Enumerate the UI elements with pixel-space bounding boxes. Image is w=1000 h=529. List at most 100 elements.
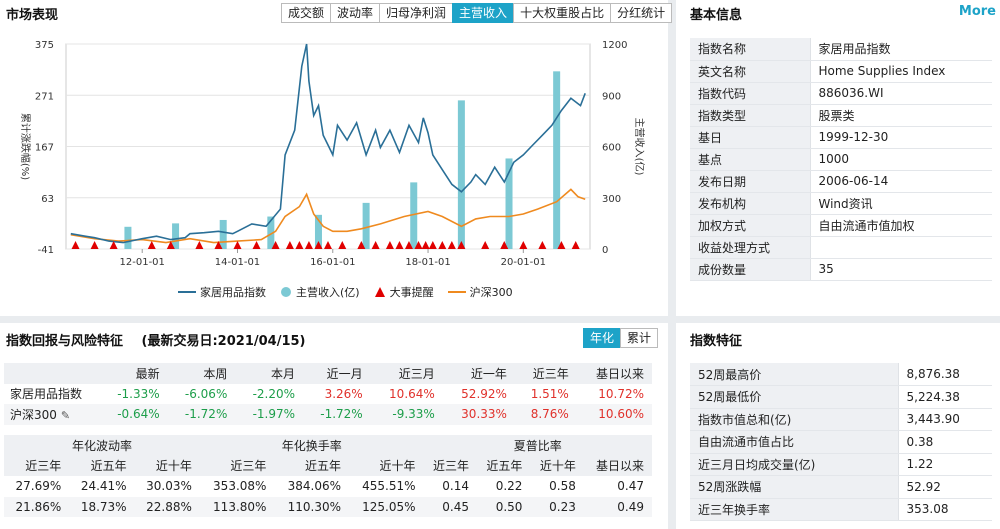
basic-info-panel: 基本信息 More 指数名称 家居用品指数 英文名称 Home Supplies In…: [676, 0, 1000, 316]
event-marker[interactable]: [109, 241, 118, 249]
info-value: 886036.WI: [810, 82, 992, 105]
risk-group-row: 年化波动率 年化换手率 夏普比率: [4, 435, 652, 456]
tab-dividend[interactable]: 分红统计: [610, 3, 673, 23]
event-marker[interactable]: [285, 241, 294, 249]
event-marker[interactable]: [385, 241, 394, 249]
risk-value: 0.50: [476, 496, 531, 517]
edit-icon[interactable]: ✎: [60, 408, 71, 422]
tab-volatility[interactable]: 波动率: [330, 3, 381, 23]
features-table: 52周最高价 8,876.38 52周最低价 5,224.38 指数市值总和(亿) 3,4…: [690, 363, 992, 521]
revenue-bar[interactable]: [457, 100, 465, 249]
event-marker[interactable]: [457, 241, 466, 249]
info-value: 2006-06-14: [810, 170, 992, 193]
y-right-tick: 1200: [602, 40, 627, 51]
risk-value: 0.23: [530, 496, 584, 517]
info-row: 成份数量 35: [690, 258, 992, 281]
y-left-tick: -41: [38, 245, 54, 256]
event-marker[interactable]: [557, 241, 566, 249]
event-marker[interactable]: [438, 241, 447, 249]
revenue-bar[interactable]: [267, 216, 275, 249]
event-marker[interactable]: [421, 241, 430, 249]
info-key: 加权方式: [690, 214, 811, 237]
index-line: [70, 43, 586, 244]
feature-row: 近三月日均成交量(亿) 1.22: [690, 453, 992, 476]
risk-value: 22.88%: [134, 496, 200, 517]
revenue-bar[interactable]: [553, 71, 561, 249]
info-key: 指数代码: [690, 82, 811, 105]
feature-row: 52周涨跌幅 52.92: [690, 475, 992, 499]
revenue-bar[interactable]: [314, 214, 322, 249]
returns-value: 3.26%: [324, 386, 363, 401]
feature-value: 5,224.38: [898, 385, 992, 409]
tab-annualized[interactable]: 年化: [583, 328, 622, 348]
returns-row: 家居用品指数 -1.33% -6.06% -2.20% 3.26% 10.64% 52.92…: [4, 384, 652, 405]
event-marker[interactable]: [252, 241, 261, 249]
x-tick: 16-01-01: [310, 257, 355, 268]
event-marker[interactable]: [214, 241, 223, 249]
legend-index[interactable]: 家居用品指数: [178, 284, 266, 300]
tab-cumulative[interactable]: 累计: [620, 328, 659, 348]
event-marker[interactable]: [195, 241, 204, 249]
tab-top10-weight[interactable]: 十大权重股占比: [513, 3, 612, 23]
info-row: 指数代码 886036.WI: [690, 82, 992, 105]
event-marker[interactable]: [271, 241, 280, 249]
tab-revenue[interactable]: 主营收入: [452, 3, 515, 23]
returns-value: -1.72%: [167, 404, 236, 425]
event-marker[interactable]: [500, 241, 509, 249]
revenue-bar[interactable]: [124, 226, 132, 249]
basic-info-table: 指数名称 家居用品指数 英文名称 Home Supplies Index 指数代码 886…: [690, 38, 992, 281]
event-marker[interactable]: [519, 241, 528, 249]
event-marker[interactable]: [233, 241, 242, 249]
event-marker[interactable]: [447, 241, 456, 249]
event-marker[interactable]: [371, 241, 380, 249]
info-value: 1999-12-30: [810, 126, 992, 149]
returns-header: 本月: [235, 363, 304, 384]
event-marker[interactable]: [481, 241, 490, 249]
returns-title: 指数回报与风险特征 (最新交易日:2021/04/15): [6, 330, 306, 349]
trade-date: (最新交易日:2021/04/15): [141, 334, 306, 349]
legend-revenue[interactable]: 主营收入(亿): [280, 284, 360, 300]
legend-events[interactable]: 大事提醒: [374, 284, 434, 300]
event-marker[interactable]: [90, 241, 99, 249]
revenue-bar[interactable]: [362, 202, 370, 249]
more-link[interactable]: More: [958, 4, 996, 19]
risk-value: 0.14: [442, 479, 469, 494]
event-marker[interactable]: [166, 241, 175, 249]
event-marker[interactable]: [324, 241, 332, 249]
event-marker[interactable]: [428, 241, 437, 249]
feature-key: 近三年换手率: [690, 498, 899, 521]
revenue-bar[interactable]: [410, 182, 418, 249]
event-marker[interactable]: [404, 241, 413, 249]
event-marker[interactable]: [571, 241, 580, 249]
y-left-tick: 375: [35, 40, 54, 51]
legend-hs300[interactable]: 沪深300: [447, 284, 513, 300]
risk-group-header: 年化换手率: [199, 435, 424, 456]
returns-value: 8.76%: [514, 404, 577, 425]
event-marker[interactable]: [147, 241, 156, 249]
feature-key: 52周最高价: [690, 363, 899, 386]
event-marker[interactable]: [295, 241, 304, 249]
event-marker[interactable]: [314, 241, 323, 249]
event-marker[interactable]: [304, 241, 313, 249]
event-marker[interactable]: [357, 241, 366, 249]
revenue-bar[interactable]: [172, 223, 180, 249]
revenue-bar[interactable]: [505, 158, 513, 249]
event-marker[interactable]: [395, 241, 404, 249]
hs300-line: [70, 188, 586, 244]
tab-turnover[interactable]: 成交额: [281, 3, 332, 23]
tab-net-profit[interactable]: 归母净利润: [379, 3, 454, 23]
info-value: 35: [810, 258, 992, 281]
returns-value: -0.64%: [100, 404, 168, 425]
event-marker[interactable]: [538, 241, 547, 249]
risk-subheader: 近五年: [274, 455, 349, 476]
market-panel: 市场表现 成交额 波动率 归母净利润 主营收入 十大权重股占比 分红统计 375…: [0, 0, 673, 316]
risk-row: 21.86% 18.73% 22.88% 113.80% 110.30% 125.05% 0…: [4, 496, 652, 517]
revenue-bar[interactable]: [219, 219, 227, 249]
event-marker[interactable]: [414, 241, 423, 249]
feature-row: 指数市值总和(亿) 3,443.90: [690, 408, 992, 431]
risk-subheader: 近三年: [4, 455, 70, 476]
feature-row: 52周最低价 5,224.38: [690, 385, 992, 409]
event-marker[interactable]: [338, 241, 347, 249]
event-marker[interactable]: [71, 241, 80, 249]
feature-value: 1.22: [898, 453, 992, 476]
